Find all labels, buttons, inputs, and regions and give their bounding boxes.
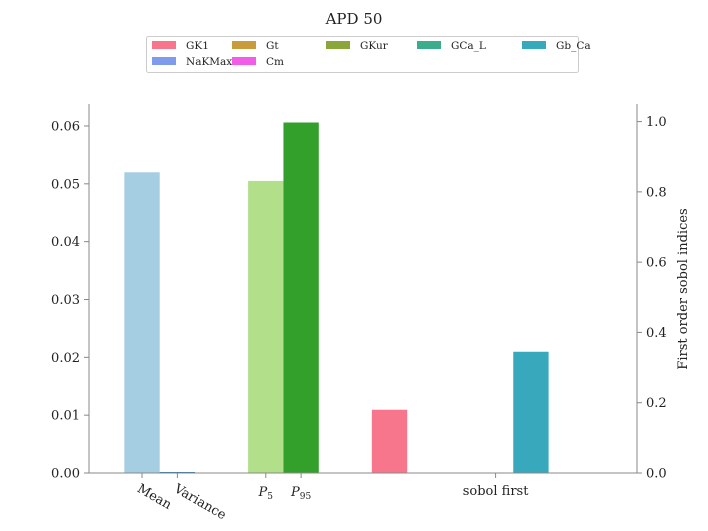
legend-swatch-gt	[232, 41, 256, 49]
legend-swatch-gk1	[152, 41, 176, 49]
bar-gk1	[371, 409, 408, 473]
left-tick-label: 0.02	[51, 351, 80, 366]
left-tick-label: 0.00	[51, 467, 80, 482]
left-tick-label: 0.04	[51, 235, 80, 250]
legend-swatch-gb-ca	[522, 41, 546, 49]
bar-mean	[124, 172, 160, 473]
legend-label-gca-l: GCa_L	[451, 40, 486, 52]
legend-label-nakmax: NaKMax	[186, 56, 232, 68]
right-tick-label: 0.2	[646, 396, 667, 411]
bars-group	[124, 122, 549, 474]
legend: GK1 Gt GKur GCa_L Gb_Ca NaKMax Cm	[146, 36, 591, 73]
bar-gb-ca	[513, 351, 549, 473]
right-tick-label: 0.0	[646, 467, 667, 482]
x-tick-label: Variance	[170, 481, 228, 523]
bar-p95	[283, 122, 319, 473]
left-tick-labels: 0.00 0.01 0.02 0.03 0.04 0.05 0.06	[51, 119, 89, 482]
left-tick-label: 0.03	[51, 293, 80, 308]
right-tick-label: 1.0	[646, 115, 667, 130]
legend-swatch-gkur	[326, 41, 350, 49]
legend-label-gk1: GK1	[186, 40, 209, 52]
x-tick-label: P95	[290, 485, 311, 502]
legend-swatch-cm	[232, 57, 256, 65]
legend-swatch-nakmax	[152, 57, 176, 65]
right-tick-label: 0.6	[646, 256, 667, 271]
x-tick-label: sobol first	[463, 484, 529, 499]
right-axis-label: First order sobol indices	[676, 208, 691, 369]
legend-label-gt: Gt	[266, 40, 279, 52]
bar-p5	[248, 180, 284, 474]
x-tick-label: Mean	[134, 481, 174, 513]
x-tick-label: P5	[258, 485, 274, 502]
legend-label-gkur: GKur	[360, 40, 389, 52]
legend-label-cm: Cm	[266, 56, 284, 68]
right-tick-label: 0.8	[646, 185, 667, 200]
left-tick-label: 0.05	[51, 177, 80, 192]
legend-swatch-gca-l	[417, 41, 441, 49]
left-tick-label: 0.06	[51, 119, 80, 134]
axes-group	[88, 104, 638, 474]
right-tick-labels: 0.0 0.2 0.4 0.6 0.8 1.0	[637, 115, 667, 482]
left-tick-label: 0.01	[51, 409, 80, 424]
right-tick-label: 0.4	[646, 326, 667, 341]
chart-title: APD 50	[325, 10, 383, 28]
legend-label-gb-ca: Gb_Ca	[556, 40, 591, 52]
